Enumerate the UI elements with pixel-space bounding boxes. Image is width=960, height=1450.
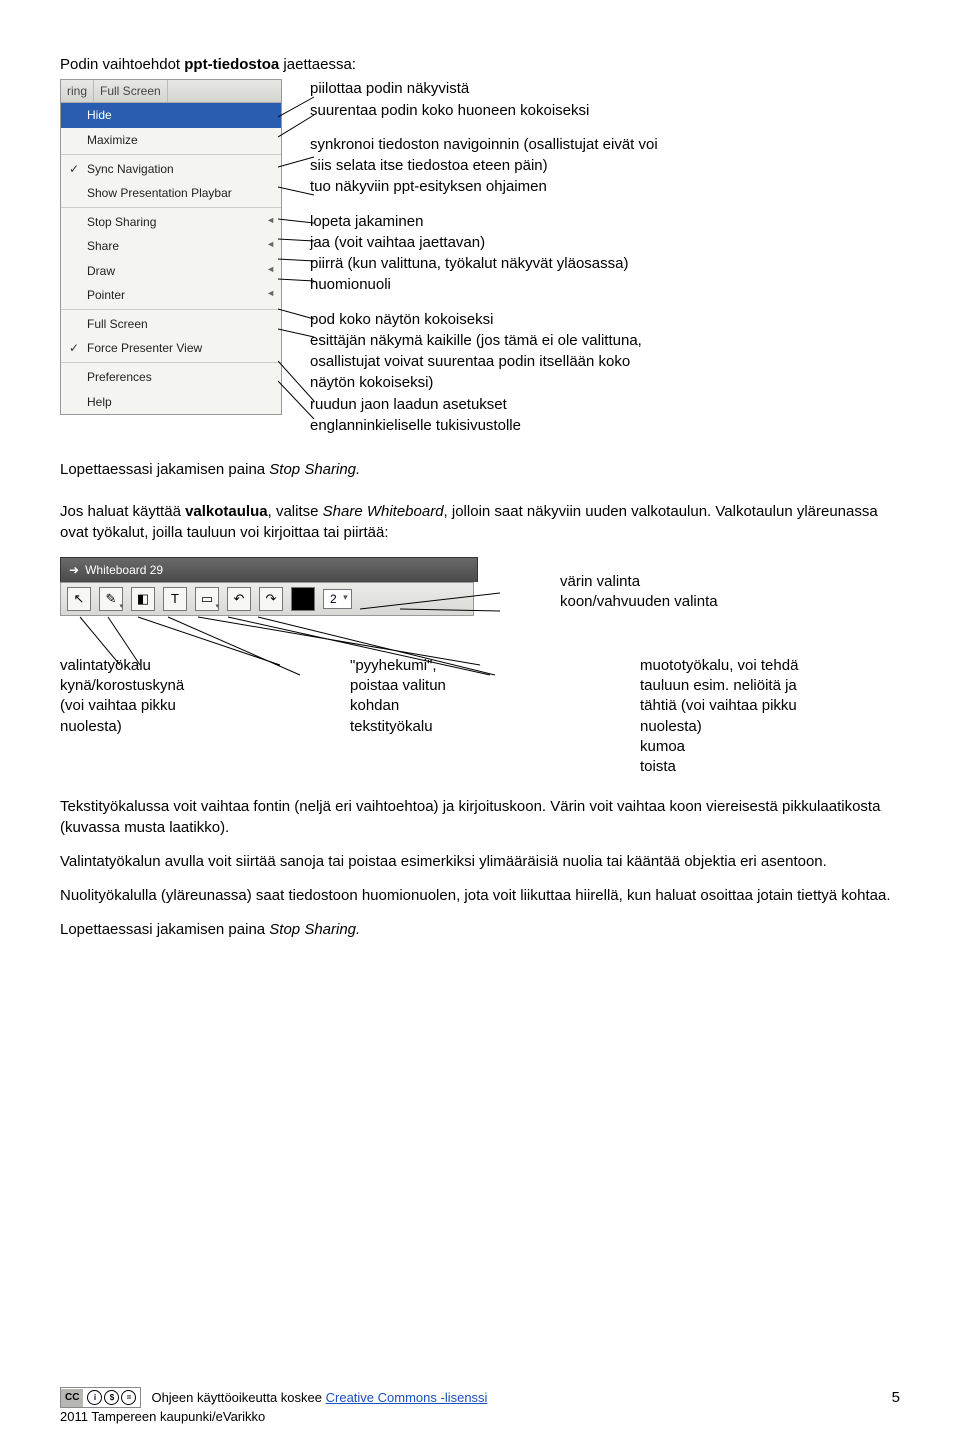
cc-link[interactable]: Creative Commons -lisenssi <box>326 1390 488 1405</box>
size-value: 2 <box>330 592 337 606</box>
footer-line2: 2011 Tampereen kaupunki/eVarikko <box>60 1408 900 1426</box>
stop-prefix: Lopettaessasi jakamisen paina <box>60 461 269 478</box>
color-swatch[interactable] <box>291 587 315 611</box>
tool-desc-line: kynä/korostuskynä <box>60 676 320 696</box>
tool-desc-line: tähtiä (voi vaihtaa pikku <box>640 696 900 716</box>
size-selector[interactable]: 2 <box>323 589 352 609</box>
menu-desc-line: näytön kokoiseksi) <box>310 373 900 393</box>
whiteboard-para: Jos haluat käyttää valkotaulua, valitse … <box>60 502 900 543</box>
stop2-prefix: Lopettaessasi jakamisen paina <box>60 921 269 938</box>
menu-item[interactable]: Force Presenter View <box>61 336 281 360</box>
intro-prefix: Podin vaihtoehdot <box>60 56 184 73</box>
wb-p2: , valitse <box>268 503 323 520</box>
intro-suffix: jaettaessa: <box>279 56 356 73</box>
menu-desc-line: esittäjän näkymä kaikille (jos tämä ei o… <box>310 331 900 351</box>
toolbar-right-desc: värin valinta koon/vahvuuden valinta <box>560 572 718 613</box>
menu-item[interactable]: Stop Sharing <box>61 210 281 234</box>
footer-text: Ohjeen käyttöoikeutta koskee Creative Co… <box>151 1389 487 1407</box>
tool-desc-line: valintatyökalu <box>60 656 320 676</box>
menu-desc-line: synkronoi tiedoston navigoinnin (osallis… <box>310 135 900 155</box>
menu-desc-line: lopeta jakaminen <box>310 212 900 232</box>
body-paragraph: Valintatyökalun avulla voit siirtää sano… <box>60 852 900 872</box>
stop-sharing-line-2: Lopettaessasi jakamisen paina Stop Shari… <box>60 920 900 940</box>
body-paragraph: Tekstityökalussa voit vaihtaa fontin (ne… <box>60 797 900 838</box>
whiteboard-tools: ↖ ✎▾ ◧ T ▭▾ ↶ ↷ 2 <box>60 582 474 616</box>
tool-desc-line: tekstityökalu <box>350 717 610 737</box>
tool-desc-line: toista <box>640 757 900 777</box>
menu-item[interactable]: Sync Navigation <box>61 157 281 181</box>
intro-bold: ppt-tiedostoa <box>184 56 279 73</box>
wb-b1: valkotaulua <box>185 503 268 520</box>
col-select-pen: valintatyökalukynä/korostuskynä(voi vaih… <box>60 656 320 778</box>
menu-item[interactable]: Full Screen <box>61 312 281 336</box>
menu-desc-line: ruudun jaon laadun asetukset <box>310 395 900 415</box>
menu-desc-line: huomionuoli <box>310 275 900 295</box>
menu-desc-line: piilottaa podin näkyvistä <box>310 79 900 99</box>
size-desc: koon/vahvuuden valinta <box>560 592 718 612</box>
tool-desc-line: "pyyhekumi", <box>350 656 610 676</box>
footer-prefix: Ohjeen käyttöoikeutta koskee <box>151 1390 325 1405</box>
stop2-italic: Stop Sharing. <box>269 921 360 938</box>
menu-desc-column: piilottaa podin näkyvistäsuurentaa podin… <box>282 79 900 450</box>
menu-tabs: ring Full Screen <box>61 80 281 103</box>
whiteboard-toolbar: ➜ Whiteboard 29 ↖ ✎▾ ◧ T ▭▾ ↶ ↷ 2 värin <box>60 557 900 616</box>
menu-desc-line: suurentaa podin koko huoneen kokoiseksi <box>310 101 900 121</box>
menu-item[interactable]: Draw <box>61 259 281 283</box>
footer: CC i$= Ohjeen käyttöoikeutta koskee Crea… <box>60 1387 900 1426</box>
menu-screenshot: ring Full Screen HideMaximize Sync Naviga… <box>60 79 282 414</box>
undo-icon[interactable]: ↶ <box>227 587 251 611</box>
tool-desc-line: muototyökalu, voi tehdä <box>640 656 900 676</box>
menu-tab[interactable]: Full Screen <box>94 80 168 102</box>
eraser-tool-icon[interactable]: ◧ <box>131 587 155 611</box>
wb-p1: Jos haluat käyttää <box>60 503 185 520</box>
tool-desc-columns: valintatyökalukynä/korostuskynä(voi vaih… <box>60 656 900 778</box>
menu-desc-line: tuo näkyviin ppt-esityksen ohjaimen <box>310 177 900 197</box>
cc-badge-icon: CC i$= <box>60 1387 141 1408</box>
tool-desc-line: (voi vaihtaa pikku <box>60 696 320 716</box>
menu-tab[interactable]: ring <box>61 80 94 102</box>
menu-desc-line: siis selata itse tiedostoa eteen päin) <box>310 156 900 176</box>
whiteboard-titlebar: ➜ Whiteboard 29 <box>60 557 478 582</box>
select-tool-icon[interactable]: ↖ <box>67 587 91 611</box>
col-eraser-text: "pyyhekumi",poistaa valitunkohdantekstit… <box>350 656 610 778</box>
menu-and-desc: ring Full Screen HideMaximize Sync Naviga… <box>60 79 900 450</box>
menu-item[interactable]: Show Presentation Playbar <box>61 181 281 205</box>
menu-item[interactable]: Help <box>61 390 281 414</box>
body-paragraph: Nuolityökalulla (yläreunassa) saat tiedo… <box>60 886 900 906</box>
menu-desc-line: osallistujat voivat suurentaa podin itse… <box>310 352 900 372</box>
page-number: 5 <box>892 1388 900 1408</box>
menu-item[interactable]: Pointer <box>61 283 281 307</box>
menu-desc-line: pod koko näytön kokoiseksi <box>310 310 900 330</box>
tool-desc-line: kohdan <box>350 696 610 716</box>
col-shape-undo: muototyökalu, voi tehdätauluun esim. nel… <box>640 656 900 778</box>
menu-item[interactable]: Share <box>61 234 281 258</box>
color-desc: värin valinta <box>560 572 718 592</box>
menu-item[interactable]: Maximize <box>61 128 281 152</box>
menu-desc-line: jaa (voit vaihtaa jaettavan) <box>310 233 900 253</box>
redo-icon[interactable]: ↷ <box>259 587 283 611</box>
tool-desc-line: nuolesta) <box>640 717 900 737</box>
text-tool-icon[interactable]: T <box>163 587 187 611</box>
menu-item[interactable]: Preferences <box>61 365 281 389</box>
intro-line: Podin vaihtoehdot ppt-tiedostoa jaettaes… <box>60 55 900 75</box>
menu-desc-line: englanninkieliselle tukisivustolle <box>310 416 900 436</box>
stop-italic: Stop Sharing. <box>269 461 360 478</box>
menu-item[interactable]: Hide <box>61 103 281 127</box>
pen-tool-icon[interactable]: ✎▾ <box>99 587 123 611</box>
stop-sharing-line: Lopettaessasi jakamisen paina Stop Shari… <box>60 460 900 480</box>
shape-tool-icon[interactable]: ▭▾ <box>195 587 219 611</box>
tool-desc-line: nuolesta) <box>60 717 320 737</box>
arrow-icon[interactable]: ➜ <box>69 562 79 578</box>
tool-desc-line: tauluun esim. neliöitä ja <box>640 676 900 696</box>
menu-desc-line: piirrä (kun valittuna, työkalut näkyvät … <box>310 254 900 274</box>
tool-desc-line: kumoa <box>640 737 900 757</box>
tool-desc-line: poistaa valitun <box>350 676 610 696</box>
wb-i1: Share Whiteboard <box>323 503 444 520</box>
whiteboard-title: Whiteboard 29 <box>85 562 163 578</box>
